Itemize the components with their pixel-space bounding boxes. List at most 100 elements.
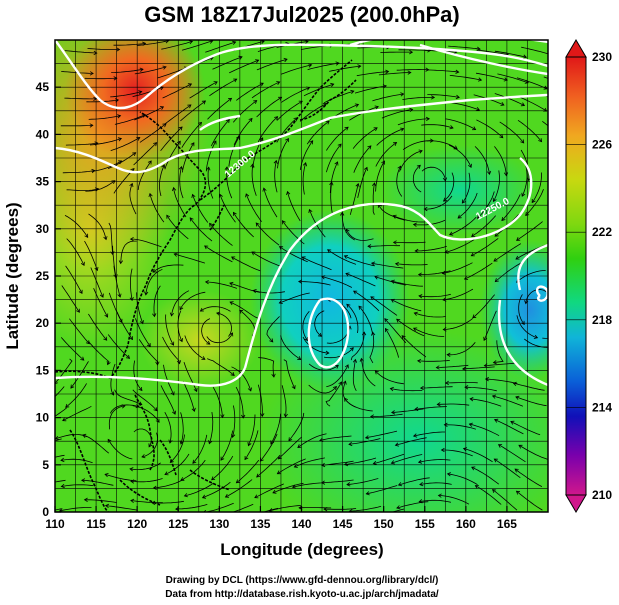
streamline-arrowhead — [363, 166, 368, 171]
streamline — [192, 434, 208, 464]
streamline-arrowhead — [216, 311, 221, 316]
streamline-arrowhead — [346, 303, 351, 308]
y-axis-ticks: 0 5 10 15 20 25 30 35 40 45 — [36, 80, 61, 519]
streamline-arrowhead — [381, 160, 385, 165]
streamline-arrowhead — [425, 116, 430, 122]
streamline — [477, 191, 495, 219]
streamline-arrowhead — [472, 314, 477, 319]
streamline-arrowhead — [494, 278, 499, 283]
streamline — [329, 161, 338, 194]
streamline — [204, 245, 233, 263]
streamline-arrowhead — [455, 69, 460, 74]
streamline — [366, 485, 398, 495]
streamline — [391, 508, 405, 512]
streamline — [471, 238, 499, 257]
streamline — [82, 434, 110, 454]
streamline — [412, 165, 422, 193]
streamline-arrowhead — [391, 410, 396, 415]
streamline — [437, 403, 470, 406]
streamline — [248, 414, 256, 446]
streamline — [258, 357, 275, 378]
streamline-arrowhead — [342, 380, 347, 385]
streamline-arrowhead — [190, 142, 195, 147]
streamline — [464, 386, 497, 392]
streamline-arrowhead — [259, 82, 264, 87]
streamline — [65, 383, 87, 408]
streamline-arrowhead — [365, 491, 370, 496]
streamline — [346, 478, 379, 486]
streamline — [375, 370, 404, 385]
streamline — [207, 167, 214, 199]
streamline-arrowhead — [467, 163, 472, 169]
x-tick-label: 140 — [291, 517, 311, 531]
streamline-arrowhead — [400, 127, 405, 132]
streamline-arrowhead — [340, 211, 345, 216]
streamline-arrowhead — [441, 270, 446, 275]
streamline — [282, 220, 305, 245]
streamline — [345, 273, 376, 287]
streamline-arrowhead — [91, 168, 96, 174]
streamline-arrowhead — [138, 401, 143, 406]
streamline-arrowhead — [352, 358, 358, 363]
streamline — [485, 378, 518, 384]
streamline-arrowhead — [155, 418, 160, 423]
streamline-arrowhead — [159, 106, 165, 110]
streamline — [257, 116, 278, 143]
streamline-arrowhead — [392, 142, 398, 146]
streamline — [228, 136, 240, 167]
streamline-arrowhead — [330, 82, 335, 87]
streamline-arrowhead — [348, 508, 353, 512]
streamline-arrowhead — [176, 360, 182, 365]
streamline — [426, 69, 459, 73]
streamline — [139, 123, 167, 143]
streamline-arrowhead — [345, 272, 350, 277]
streamline-arrowhead — [543, 85, 548, 90]
streamline-arrowhead — [80, 261, 85, 266]
streamline-arrowhead — [335, 61, 340, 66]
colorbar-tick-label: 218 — [592, 313, 612, 327]
streamline-arrowhead — [162, 65, 167, 70]
streamline-arrowhead — [211, 476, 216, 481]
streamline-arrowhead — [357, 64, 362, 69]
streamline — [427, 94, 460, 98]
streamline-arrowhead — [152, 485, 157, 490]
streamline-arrowhead — [440, 447, 445, 453]
streamline — [414, 312, 446, 318]
streamline — [442, 288, 474, 301]
streamline — [516, 221, 543, 241]
streamline — [269, 505, 301, 512]
streamline — [462, 366, 495, 370]
streamline — [493, 170, 500, 202]
streamline-arrowhead — [332, 386, 337, 391]
streamline-arrowhead — [247, 442, 252, 447]
streamline-arrowhead — [250, 163, 255, 168]
streamline — [397, 118, 430, 126]
streamline-arrowhead — [283, 57, 288, 63]
streamline — [233, 118, 253, 145]
streamline-arrowhead — [414, 406, 419, 412]
y-tick-label: 35 — [36, 175, 50, 189]
streamline-arrowhead — [549, 53, 552, 56]
streamline — [134, 66, 167, 75]
streamline-arrowhead — [117, 293, 122, 298]
streamline — [307, 62, 339, 71]
streamline-arrowhead — [493, 418, 499, 423]
streamline-arrowhead — [118, 260, 124, 265]
streamline — [220, 430, 233, 461]
streamline — [201, 318, 211, 345]
streamline — [244, 430, 259, 460]
streamline — [116, 311, 133, 340]
streamline — [114, 114, 146, 125]
streamline-arrowhead — [241, 414, 246, 419]
streamline-arrowhead — [418, 149, 423, 154]
streamline — [302, 162, 307, 195]
streamline-arrowhead — [104, 313, 109, 318]
streamline — [321, 479, 354, 484]
streamline — [110, 91, 142, 98]
streamline — [368, 245, 400, 247]
streamline-arrowhead — [417, 459, 423, 464]
streamline — [277, 458, 306, 475]
streamline-arrowhead — [514, 468, 519, 473]
streamline-arrowhead — [83, 497, 88, 502]
